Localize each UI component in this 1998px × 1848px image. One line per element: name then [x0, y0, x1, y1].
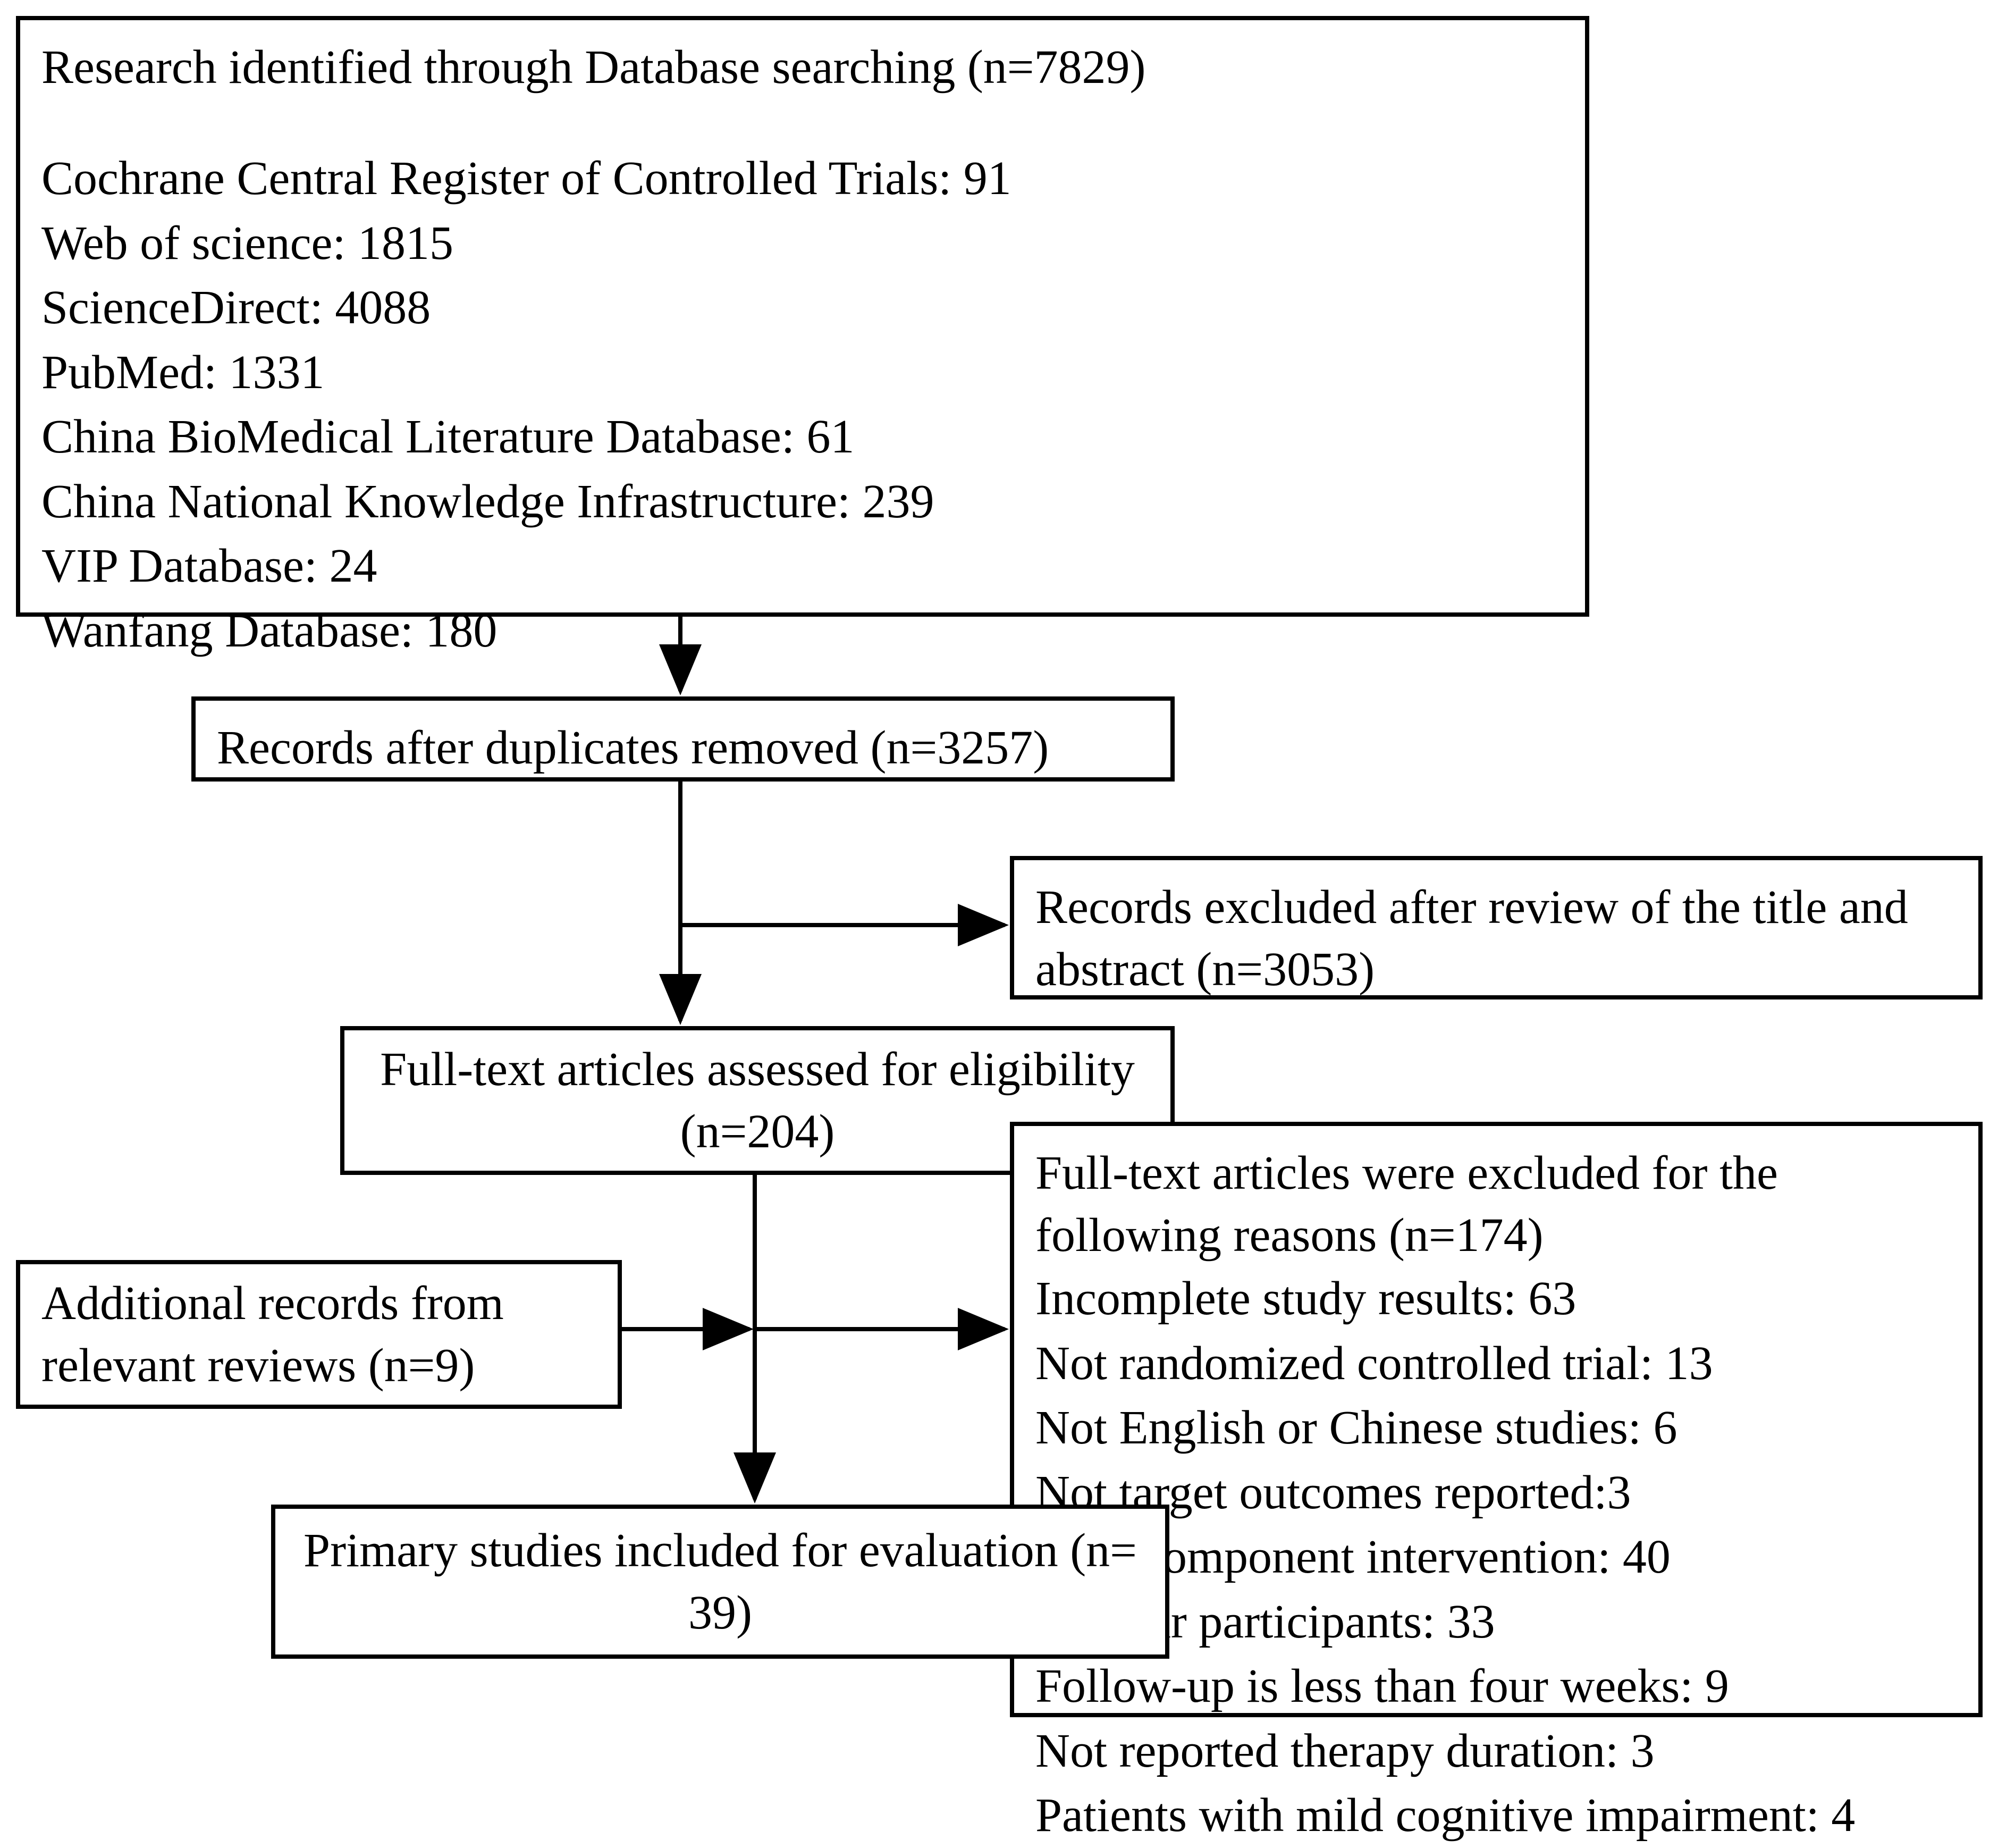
identification-line: PubMed: 1331: [41, 340, 1564, 405]
excluded-fulltext-line: Patients with mild cognitive impairment:…: [1035, 1783, 1957, 1848]
included-box: Primary studies included for evaluation …: [271, 1505, 1169, 1659]
identification-line: Web of science: 1815: [41, 211, 1564, 276]
excluded-fulltext-line: Follow-up is less than four weeks: 9: [1035, 1654, 1957, 1719]
identification-list: Cochrane Central Register of Controlled …: [41, 146, 1564, 663]
duplicates-text: Records after duplicates removed (n=3257…: [217, 717, 1149, 779]
excluded-fulltext-line: Not randomized controlled trial: 13: [1035, 1331, 1957, 1396]
excluded-fulltext-line: Not English or Chinese studies: 6: [1035, 1396, 1957, 1460]
excluded-fulltext-list: Incomplete study results: 63Not randomiz…: [1035, 1266, 1957, 1848]
excluded-fulltext-line: Multicomponent intervention: 40: [1035, 1525, 1957, 1590]
excluded-fulltext-line: Unclear participants: 33: [1035, 1590, 1957, 1654]
included-text: Primary studies included for evaluation …: [297, 1519, 1144, 1644]
additional-box: Additional records from relevant reviews…: [16, 1260, 622, 1409]
duplicates-box: Records after duplicates removed (n=3257…: [191, 696, 1175, 782]
excluded-title-box: Records excluded after review of the tit…: [1010, 856, 1983, 999]
excluded-fulltext-line: Not reported therapy duration: 3: [1035, 1719, 1957, 1784]
excluded-fulltext-header: Full-text articles were excluded for the…: [1035, 1142, 1957, 1266]
identification-box: Research identified through Database sea…: [16, 16, 1589, 617]
excluded-title-text: Records excluded after review of the tit…: [1035, 876, 1957, 1001]
identification-line: ScienceDirect: 4088: [41, 275, 1564, 340]
identification-line: China National Knowledge Infrastructure:…: [41, 469, 1564, 534]
identification-header: Research identified through Database sea…: [41, 36, 1564, 98]
excluded-fulltext-line: Not target outcomes reported:3: [1035, 1460, 1957, 1525]
excluded-fulltext-line: Incomplete study results: 63: [1035, 1266, 1957, 1331]
identification-line: VIP Database: 24: [41, 534, 1564, 599]
identification-line: Wanfang Database: 180: [41, 599, 1564, 663]
identification-line: China BioMedical Literature Database: 61: [41, 405, 1564, 469]
additional-text: Additional records from relevant reviews…: [41, 1272, 596, 1397]
identification-line: Cochrane Central Register of Controlled …: [41, 146, 1564, 211]
